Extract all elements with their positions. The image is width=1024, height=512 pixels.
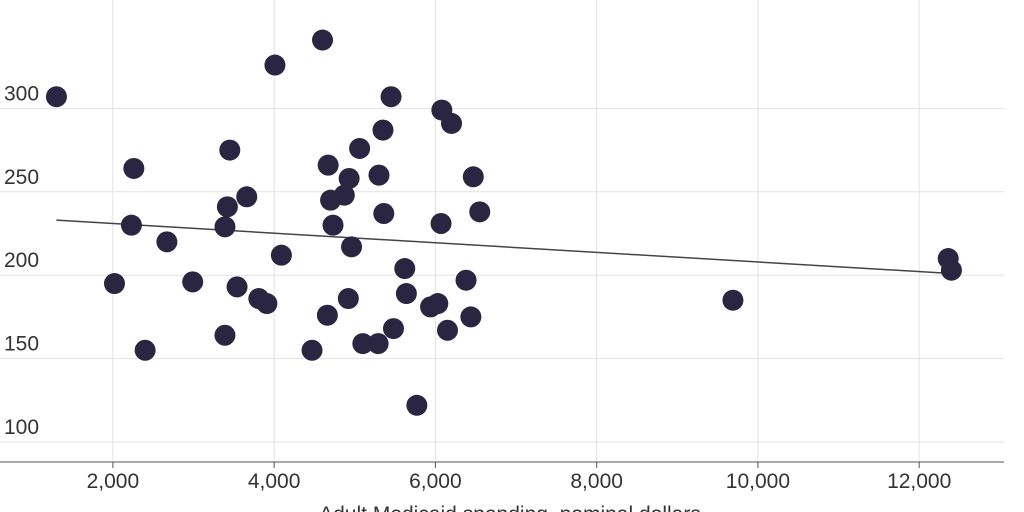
point-layer <box>45 29 962 416</box>
data-point <box>312 29 334 51</box>
data-point <box>441 112 463 134</box>
data-point <box>45 86 67 108</box>
label-layer: 100 150 200 250 300 2,000 4,000 6,000 8,000 10,00… <box>4 82 951 493</box>
data-point <box>460 306 482 328</box>
data-point <box>337 288 359 310</box>
x-tick-label: 6,000 <box>409 470 462 493</box>
data-point <box>264 54 286 76</box>
data-point <box>462 166 484 188</box>
data-point <box>352 333 374 355</box>
data-point <box>216 196 238 218</box>
data-point <box>156 231 178 253</box>
data-point <box>182 271 204 293</box>
y-tick-label: 200 <box>4 249 39 272</box>
data-point <box>103 273 125 295</box>
data-point <box>427 293 449 315</box>
data-point <box>214 216 236 238</box>
data-point <box>301 339 323 361</box>
data-point <box>236 186 258 208</box>
x-tick-label: 2,000 <box>87 470 140 493</box>
data-point <box>380 86 402 108</box>
data-point <box>455 269 477 291</box>
data-point <box>436 319 458 341</box>
data-point <box>406 394 428 416</box>
axis-layer <box>0 461 1004 468</box>
data-point <box>382 318 404 340</box>
trend-line <box>56 219 952 275</box>
x-tick-label: 4,000 <box>248 470 301 493</box>
data-point <box>123 157 145 179</box>
trend-layer <box>56 219 952 275</box>
x-axis-title: Adult Medicaid spending, nominal dollars <box>319 503 701 512</box>
data-point <box>373 202 395 224</box>
data-point <box>368 164 390 186</box>
data-point <box>940 259 962 281</box>
data-point <box>120 214 142 236</box>
data-point <box>256 293 278 315</box>
data-point <box>333 184 355 206</box>
data-point <box>226 276 248 298</box>
data-point <box>219 139 241 161</box>
x-tick-label: 8,000 <box>570 470 623 493</box>
data-point <box>394 258 416 280</box>
x-tick-label: 12,000 <box>887 470 951 493</box>
y-tick-label: 250 <box>4 166 39 189</box>
data-point <box>338 167 360 189</box>
data-point <box>430 212 452 234</box>
y-tick-label: 300 <box>4 82 39 105</box>
data-point <box>270 244 292 266</box>
data-point <box>134 339 156 361</box>
data-point <box>367 333 389 355</box>
data-point <box>349 137 371 159</box>
data-point <box>341 236 363 258</box>
data-point <box>322 214 344 236</box>
y-tick-label: 100 <box>4 416 39 439</box>
data-point <box>395 283 417 305</box>
grid-layer <box>0 0 1004 462</box>
data-point <box>469 201 491 223</box>
y-tick-label: 150 <box>4 333 39 356</box>
data-point <box>722 289 744 311</box>
x-tick-label: 10,000 <box>726 470 790 493</box>
data-point <box>317 154 339 176</box>
data-point <box>214 324 236 346</box>
data-point <box>316 304 338 326</box>
data-point <box>372 119 394 141</box>
